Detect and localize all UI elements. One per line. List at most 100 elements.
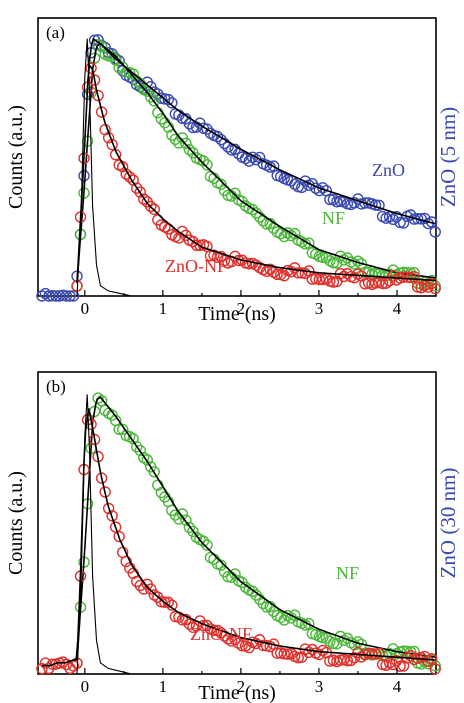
panel-b-point-zno-nf [232,637,245,649]
panel-a-point-nf [180,137,192,149]
panel-b-point-nf [197,535,210,547]
panel-a-point-zno-nf [148,203,160,216]
panel-a-label-zno-nf: ZnO-NF [165,256,227,276]
panel-b-xtick-label: 0 [81,677,90,696]
panel-a-point-zno [397,217,410,229]
panel-a-point-nf [289,227,301,240]
panel-a-point-nf [331,257,343,269]
panel-b-point-zno-nf [120,555,132,568]
panel-b-point-zno-nf [366,648,378,660]
panel-b-point-zno-nf [46,658,59,670]
panel-b-point-zno-nf [236,640,248,652]
panel-b-y-axis-label: Counts (a.u.) [5,471,27,575]
panel-a-point-zno [60,290,73,302]
panel-a-point-nf [197,155,210,167]
panel-a-point-zno [331,196,343,208]
panel-a-point-nf [106,50,118,63]
panel-b-point-nf [331,638,343,650]
panel-b-point-zno-nf [404,650,417,662]
panel-a-point-zno [64,290,76,302]
panel-b-point-zno-nf [229,633,241,646]
panel-b-xtick-label: 3 [315,677,324,696]
panel-b-point-zno-nf [36,662,48,675]
panel-a-xtick-label: 1 [159,299,168,318]
panel-a-point-zno [359,197,371,209]
panel-b-ticks: 0 1 2 3 4 [81,668,402,696]
panel-b-point-zno-nf [155,596,168,608]
panel-b-point-zno-nf [159,596,171,608]
panel-a-marks: ZnO NF ZnO-NF [36,34,441,302]
panel-a-point-zno [394,216,406,229]
panel-a-point-zno [313,184,326,197]
panel-b-point-zno-nf [166,599,178,611]
panel-a-point-zno-nf [116,161,129,173]
panel-b-point-nf [92,392,104,404]
panel-a-point-zno-nf [123,171,136,183]
panel-a-series-zno-nf [71,62,441,295]
panel-b-point-zno-nf [253,634,266,646]
panel-a-point-nf [148,95,160,107]
panel-b-point-zno-nf [292,652,304,664]
panel-b-point-zno-nf [183,618,196,630]
panel-b-point-zno-nf [102,502,115,515]
panel-a-point-nf [229,187,241,199]
panel-a-point-zno [166,97,178,109]
panel-b-point-nf [134,444,146,457]
panel-b-point-nf [215,559,227,571]
panel-a-xtick-label: 2 [237,299,246,318]
panel-b-point-zno-nf [106,510,118,522]
panel-b-x-axis-label: Time (ns) [198,682,276,703]
panel-a-point-zno-nf [134,186,146,198]
panel-a-fit-zno-nf [76,63,437,284]
panel-a-point-zno-nf [236,254,248,266]
panel-b-point-zno-nf [67,660,80,672]
panel-b-point-zno-nf [303,646,315,659]
panel-a-point-nf [246,203,259,216]
panel-b-point-zno-nf [345,654,357,667]
panel-a-point-zno [243,155,255,167]
panel-a-point-nf [278,230,290,243]
panel-a-point-nf [145,91,157,103]
panel-a-point-nf [317,251,329,264]
panel-a-fit-zno [87,37,436,225]
panel-b-point-nf [201,539,213,551]
panel-a-point-zno-nf [145,200,157,213]
panel-b-point-zno-nf [394,660,406,672]
panel-a-xtick-label: 0 [81,299,90,318]
panel-a-point-nf [334,250,347,262]
panel-b-point-nf [141,454,153,466]
panel-b-point-nf [116,423,129,436]
panel-b-point-zno-nf [250,637,262,650]
panel-a-point-zno-nf [422,281,434,293]
panel-b-irf-line [76,394,132,675]
panel-a-point-zno-nf [187,235,199,248]
panel-a-point-zno [67,290,80,302]
panel-a-point-zno [411,212,424,225]
panel-b-point-zno-nf [95,472,108,484]
panel-a-xtick-label: 4 [393,299,402,318]
panel-a-point-zno [387,213,399,226]
panel-a-point-nf [141,85,153,97]
panel-b-series-nf [71,392,441,672]
panel-b-point-nf [334,630,347,643]
panel-b: NF ZnO-NF 0 1 2 3 4 (b) Time (ns) Counts (a.u… [5,371,460,703]
panel-b-xtick-label: 1 [159,677,168,696]
panel-b-point-zno-nf [313,648,326,661]
panel-b-marks: NF ZnO-NF [36,392,441,675]
panel-a-point-nf [348,258,361,270]
panel-a-point-zno [162,93,175,106]
panel-a-point-nf [327,257,340,269]
panel-a-fit-nf [76,42,437,284]
panel-a-point-nf [201,159,213,171]
panel-a-point-zno [267,160,280,172]
panel-b-point-zno-nf [278,648,290,660]
panel-b-fit-nf [76,396,437,661]
panel-a-point-zno-nf [194,239,206,252]
panel-b-point-zno-nf [145,583,157,595]
panel-a-label-nf: NF [322,208,345,228]
panel-a-point-zno [211,130,224,143]
panel-a-point-zno [404,209,417,221]
panel-a-point-zno [78,170,90,182]
panel-b-point-nf [303,617,315,630]
